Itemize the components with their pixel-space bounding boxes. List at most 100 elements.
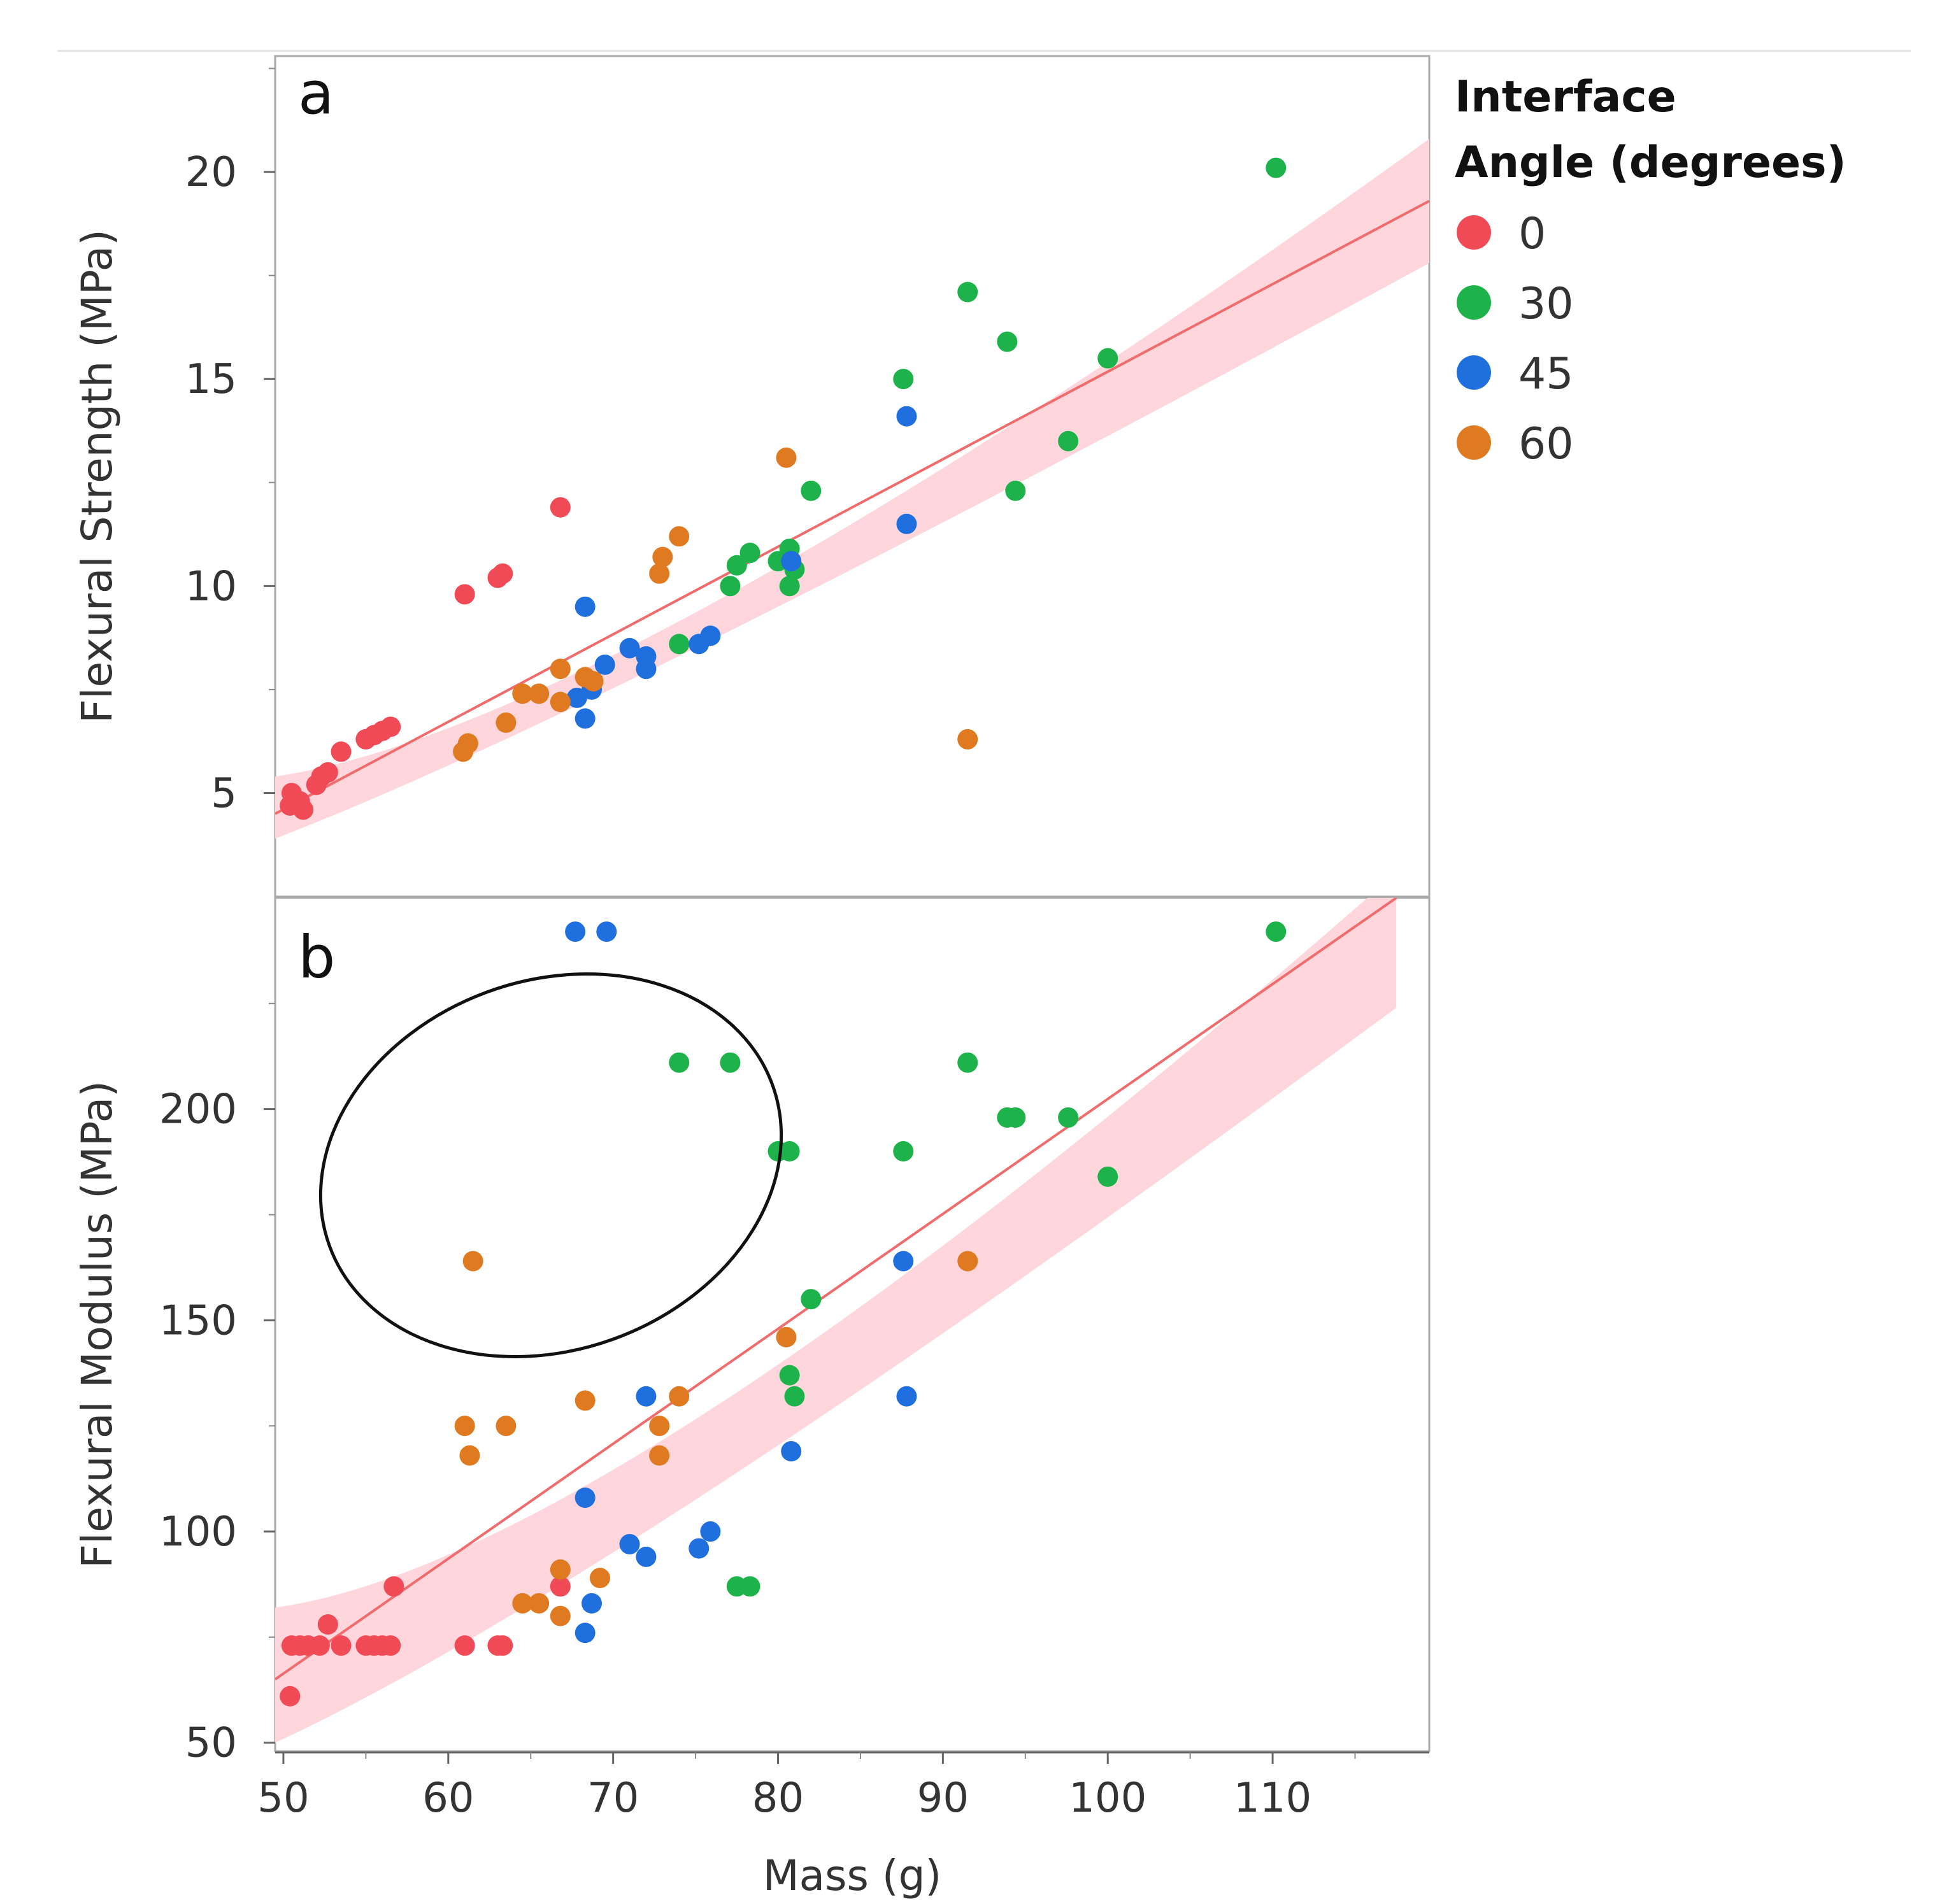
panel-b-point-angle-0 [383, 1576, 404, 1597]
panel-a-point-angle-30 [893, 369, 914, 390]
panel-a-letter: a [298, 59, 334, 127]
legend-marker-0 [1457, 215, 1491, 250]
panel-b-point-angle-30 [739, 1576, 760, 1597]
panel-b-point-angle-45 [582, 1593, 603, 1614]
panel-b-point-angle-45 [575, 1623, 596, 1644]
panel-b-point-angle-30 [720, 1052, 741, 1073]
panel-b-point-angle-30 [957, 1052, 978, 1073]
legend: Interface Angle (degrees) 0 30 45 60 [1455, 72, 1846, 469]
legend-label-60: 60 [1518, 419, 1574, 469]
panel-a-point-angle-0 [492, 563, 513, 584]
panel-b-point-angle-30 [784, 1386, 805, 1407]
panel-a-point-angle-30 [720, 576, 741, 597]
panel-b-point-angle-30 [1266, 921, 1287, 942]
panel-b-y-tick-label: 100 [159, 1509, 237, 1556]
x-tick-label: 70 [587, 1775, 639, 1822]
panel-b-point-angle-60 [512, 1593, 533, 1614]
panel-b-point-angle-45 [596, 921, 617, 942]
panel-b-point-angle-0 [309, 1635, 330, 1656]
panel-a-point-angle-30 [957, 281, 978, 302]
outlier-ellipse-annotation [318, 972, 783, 1358]
panel-b-point-angle-30 [1005, 1107, 1026, 1128]
panel-a-point-angle-60 [669, 526, 690, 547]
x-tick-label: 100 [1069, 1775, 1146, 1822]
panel-b-point-angle-60 [649, 1445, 670, 1466]
legend-label-0: 0 [1518, 209, 1546, 259]
panel-a-point-angle-60 [649, 563, 670, 584]
panel-a-point-angle-60 [496, 712, 517, 733]
legend-marker-45 [1457, 355, 1491, 390]
panel-b-point-angle-45 [636, 1386, 657, 1407]
panel-a-y-tick-label: 5 [211, 770, 237, 817]
panel-a-confidence-band [275, 139, 1429, 839]
panel-b-point-angle-0 [280, 1686, 301, 1707]
x-axis: Mass (g) 50 60 70 80 90 100 110 [257, 1751, 1429, 1900]
panel-b-point-angle-30 [1058, 1107, 1079, 1128]
panel-a-point-angle-60 [453, 741, 474, 762]
panel-a-point-angle-30 [669, 634, 690, 655]
panel-a-point-angle-45 [619, 637, 640, 658]
legend-marker-30 [1457, 285, 1491, 320]
panel-b-confidence-band [275, 898, 1397, 1743]
legend-label-45: 45 [1518, 349, 1574, 399]
panel-b-point-angle-30 [669, 1052, 690, 1073]
panel-b-point-angle-60 [550, 1559, 571, 1580]
panel-b-point-angle-60 [496, 1416, 517, 1437]
panel-b-point-angle-45 [781, 1441, 802, 1462]
panel-a-flexural-strength: a Flexural Strength (MPa) 5 10 15 20 [73, 55, 1431, 898]
panel-b-point-angle-30 [893, 1141, 914, 1162]
panel-a-point-angle-0 [289, 791, 310, 812]
panel-a-point-angle-60 [512, 683, 533, 704]
panel-b-point-angle-30 [801, 1289, 822, 1310]
x-tick-label: 50 [257, 1775, 309, 1822]
panel-b-point-angle-0 [317, 1614, 338, 1635]
panel-a-point-angle-0 [331, 741, 352, 762]
panel-b-point-angle-60 [550, 1605, 571, 1626]
panel-a-point-angle-60 [652, 546, 673, 567]
panel-a-point-angle-45 [566, 687, 587, 708]
panel-b-fit-line [275, 898, 1397, 1680]
panel-a-point-angle-30 [801, 480, 822, 501]
panel-a-point-angle-30 [739, 543, 760, 564]
panel-b-point-angle-30 [1097, 1166, 1118, 1187]
panel-a-point-angle-45 [575, 708, 596, 729]
panel-a-point-angle-30 [1097, 348, 1118, 369]
panel-a-y-tick-label: 20 [185, 149, 237, 196]
panel-a-point-angle-45 [781, 551, 802, 572]
panel-b-point-angle-45 [575, 1487, 596, 1508]
panel-a-point-angle-30 [997, 331, 1018, 352]
panel-b-y-tick-label: 150 [159, 1297, 237, 1344]
panel-a-frame [274, 55, 1431, 898]
panel-b-point-angle-0 [331, 1635, 352, 1656]
panel-b-y-axis-title: Flexural Modulus (MPa) [73, 1081, 122, 1568]
panel-a-point-angle-0 [550, 497, 571, 518]
panel-a-point-angle-60 [583, 671, 604, 692]
panel-a-point-angle-30 [726, 555, 747, 576]
panel-b-point-angle-30 [779, 1141, 800, 1162]
x-tick-label: 60 [422, 1775, 474, 1822]
panel-a-y-tick-label: 15 [185, 356, 237, 403]
panel-a-point-angle-0 [454, 584, 475, 605]
panel-a-point-angle-60 [550, 658, 571, 679]
panel-b-point-angle-45 [896, 1386, 917, 1407]
panel-a-point-angle-60 [529, 683, 550, 704]
panel-b-point-angle-60 [649, 1416, 670, 1437]
panel-b-point-angle-45 [689, 1538, 710, 1559]
panel-a-point-angle-45 [575, 596, 596, 617]
legend-title-line1: Interface [1455, 72, 1676, 122]
panel-b-point-angle-45 [893, 1251, 914, 1272]
legend-marker-60 [1457, 425, 1491, 460]
panel-b-point-angle-0 [380, 1635, 401, 1656]
panel-b-point-angle-0 [492, 1635, 513, 1656]
panel-b-point-angle-60 [776, 1326, 797, 1347]
panel-b-point-angle-0 [454, 1635, 475, 1656]
panel-b-y-tick-label: 200 [159, 1086, 237, 1133]
legend-label-30: 30 [1518, 279, 1574, 329]
panel-a-point-angle-45 [636, 658, 657, 679]
panel-b-point-angle-60 [459, 1445, 480, 1466]
panel-a-point-angle-30 [779, 576, 800, 597]
panel-b-point-angle-60 [529, 1593, 550, 1614]
legend-title-line2: Angle (degrees) [1455, 138, 1846, 188]
panel-b-point-angle-60 [462, 1251, 483, 1272]
